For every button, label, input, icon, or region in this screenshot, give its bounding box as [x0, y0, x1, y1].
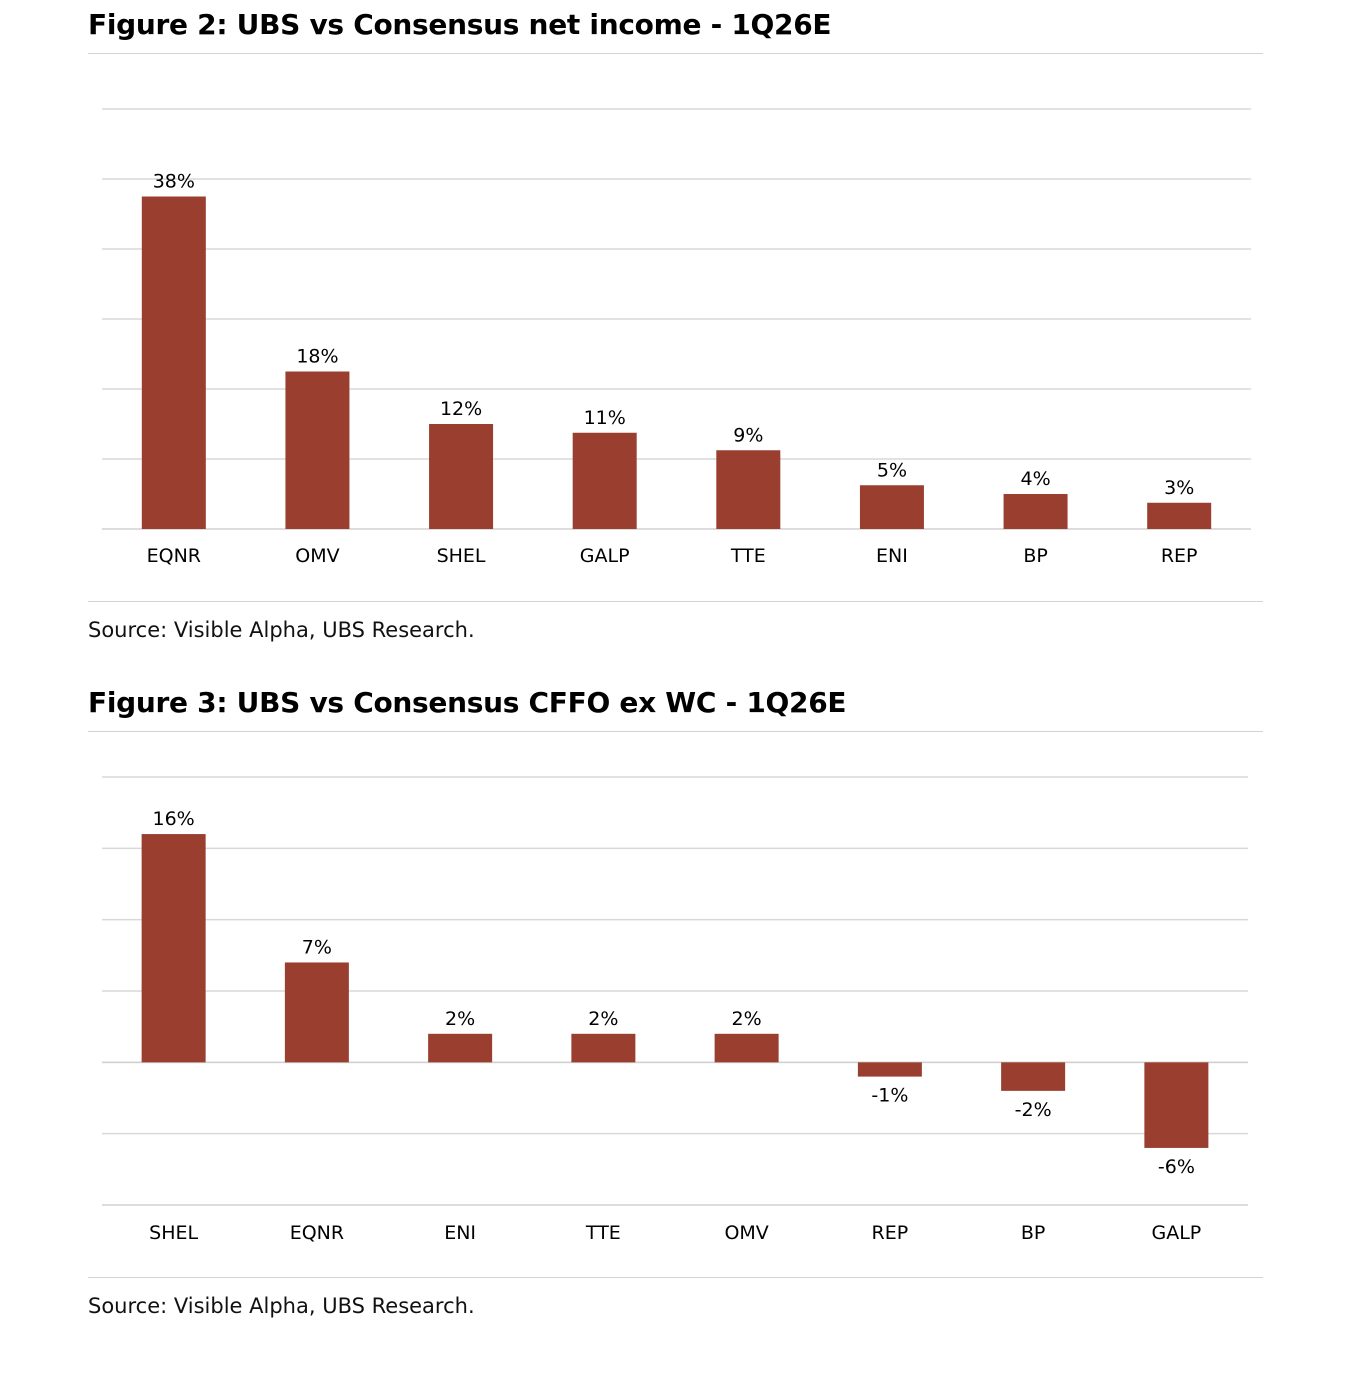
tick-label-tte: TTE	[585, 1222, 621, 1244]
figure-2-title: Figure 2: UBS vs Consensus net income - …	[88, 8, 832, 41]
tick-label-eni: ENI	[444, 1222, 476, 1244]
tick-label-bp: BP	[1023, 545, 1048, 567]
data-label-eni: 2%	[445, 1008, 475, 1030]
bar-galp	[572, 432, 637, 529]
figure-2-top-rule	[88, 53, 1263, 54]
data-label-bp: 4%	[1020, 468, 1050, 490]
tick-label-shel: SHEL	[149, 1222, 198, 1244]
figure-3-bar-chart: 16% SHEL 7% EQNR 2% ENI 2% TTE 2% OMV -1% REP -2% BP -…	[102, 776, 1248, 1244]
tick-label-shel: SHEL	[437, 545, 486, 567]
data-label-shel: 12%	[440, 398, 482, 420]
bar-bp	[1003, 494, 1068, 529]
data-label-tte: 2%	[588, 1008, 618, 1030]
tick-label-tte: TTE	[730, 545, 766, 567]
bar-tte	[571, 1033, 636, 1063]
bar-tte	[716, 450, 781, 529]
bar-eni	[859, 485, 924, 529]
data-label-eqnr: 7%	[302, 936, 332, 958]
bar-bp	[1001, 1062, 1066, 1091]
figure-3-bottom-rule	[88, 1277, 1263, 1278]
tick-label-galp: GALP	[1151, 1222, 1201, 1244]
data-label-omv: 18%	[296, 346, 338, 368]
bar-shel	[429, 424, 494, 529]
data-label-bp: -2%	[1015, 1099, 1052, 1121]
bar-eqnr	[284, 962, 349, 1063]
tick-label-omv: OMV	[295, 545, 339, 567]
bar-galp	[1144, 1062, 1209, 1148]
tick-label-eqnr: EQNR	[290, 1222, 344, 1244]
bar-eni	[428, 1033, 493, 1063]
bar-rep	[857, 1062, 922, 1077]
bar-omv	[714, 1033, 779, 1063]
tick-label-eqnr: EQNR	[147, 545, 201, 567]
figure-3-title: Figure 3: UBS vs Consensus CFFO ex WC - …	[88, 686, 847, 719]
figure-3-top-rule	[88, 731, 1263, 732]
data-label-omv: 2%	[732, 1008, 762, 1030]
bar-eqnr	[141, 196, 206, 529]
tick-label-eni: ENI	[876, 545, 908, 567]
data-label-galp: 11%	[584, 407, 626, 429]
data-label-eqnr: 38%	[153, 171, 195, 193]
figure-3-source: Source: Visible Alpha, UBS Research.	[88, 1294, 475, 1318]
data-label-tte: 9%	[733, 424, 763, 446]
tick-label-bp: BP	[1021, 1222, 1046, 1244]
data-label-eni: 5%	[877, 459, 907, 481]
figure-2-source: Source: Visible Alpha, UBS Research.	[88, 618, 475, 642]
bar-omv	[285, 371, 350, 529]
tick-label-omv: OMV	[724, 1222, 768, 1244]
data-label-shel: 16%	[153, 808, 195, 830]
tick-label-galp: GALP	[580, 545, 630, 567]
figure-2-bar-chart: 38% EQNR 18% OMV 12% SHEL 11% GALP 9% TTE 5% ENI 4% B…	[102, 108, 1251, 567]
data-label-rep: -1%	[871, 1085, 908, 1107]
figure-2-bottom-rule	[88, 601, 1263, 602]
data-label-rep: 3%	[1164, 477, 1194, 499]
tick-label-rep: REP	[872, 1222, 909, 1244]
tick-label-rep: REP	[1161, 545, 1198, 567]
bar-rep	[1147, 502, 1212, 529]
bar-shel	[141, 834, 206, 1063]
data-label-galp: -6%	[1158, 1156, 1195, 1178]
